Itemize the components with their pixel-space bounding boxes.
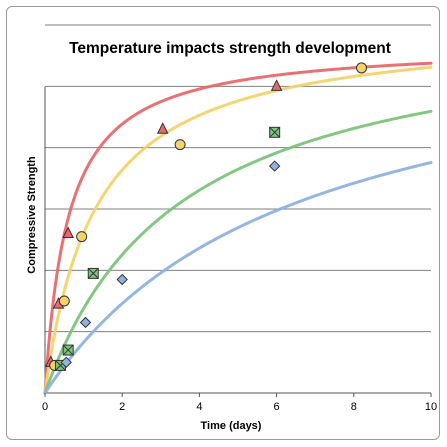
chart-frame: 0 2 4 6 8 10 Temperature impacts strength dev… (6, 6, 440, 440)
x-tick-label: 0 (42, 401, 48, 413)
data-markers (44, 62, 368, 371)
triangle-marker (156, 122, 169, 134)
triangle-marker (270, 79, 283, 91)
fit-curve-square (43, 109, 433, 395)
circle-marker (76, 231, 88, 243)
square-marker-cross (87, 268, 99, 279)
diamond-marker (116, 273, 128, 286)
x-tick-labels: 0 2 4 6 8 10 (42, 393, 437, 413)
x-tick-label: 2 (119, 401, 125, 413)
x-tick-label: 8 (351, 401, 357, 413)
triangle-marker (62, 226, 74, 239)
fit-curve-circle (43, 65, 433, 395)
diamond-marker (79, 316, 92, 329)
chart-title: Temperature impacts strength development (69, 40, 391, 57)
circle-marker (58, 295, 70, 307)
fit-curve-diamond (43, 161, 433, 395)
chart-svg: 0 2 4 6 8 10 Temperature impacts strength dev… (26, 24, 437, 432)
diamond-marker (60, 356, 72, 369)
diamond-marker (268, 160, 281, 172)
circle-marker (174, 139, 186, 151)
fit-curves (43, 61, 433, 395)
square-marker-cross (62, 344, 74, 356)
x-tick-label: 6 (274, 401, 280, 413)
circle-marker (356, 62, 368, 74)
y-axis-label: Compressive Strength (26, 156, 38, 274)
x-tick-label: 4 (196, 401, 202, 413)
axes (44, 87, 431, 394)
x-tick-label: 10 (425, 401, 437, 413)
square-marker-cross (269, 126, 281, 138)
x-axis-label: Time (days) (201, 420, 262, 432)
